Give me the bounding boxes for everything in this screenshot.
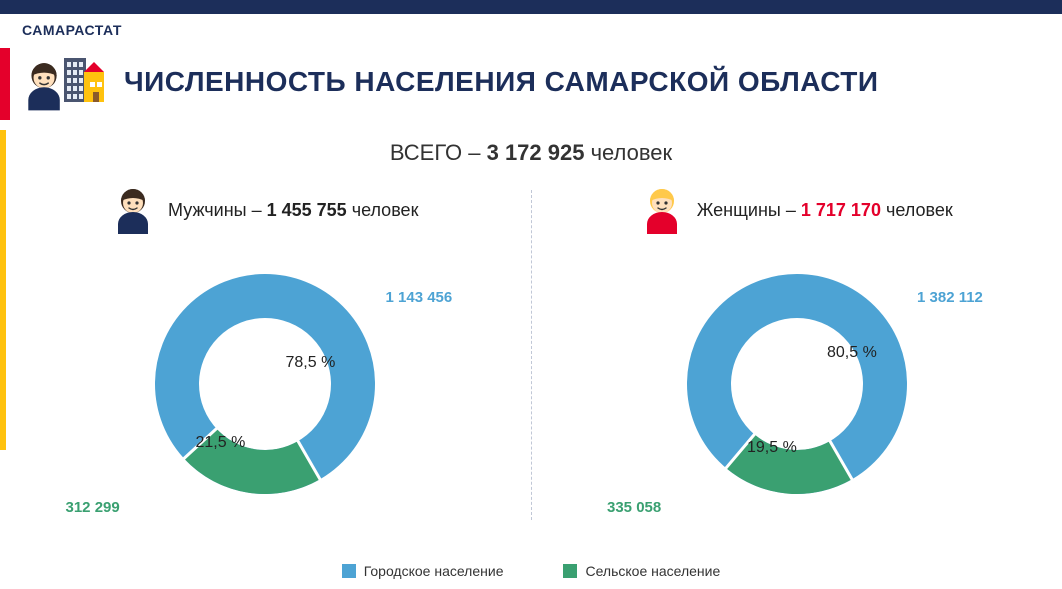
women-rural-pct: 19,5 % bbox=[747, 439, 797, 457]
legend-rural: Сельское население bbox=[563, 563, 720, 579]
swatch-rural bbox=[563, 564, 577, 578]
subtitle-total: 3 172 925 bbox=[487, 140, 585, 165]
top-bar bbox=[0, 0, 1062, 14]
subtitle-prefix: ВСЕГО – bbox=[390, 140, 487, 165]
woman-icon bbox=[641, 186, 683, 234]
subtitle-suffix: человек bbox=[584, 140, 672, 165]
women-rural-value: 335 058 bbox=[607, 499, 661, 516]
subtitle: ВСЕГО – 3 172 925 человек bbox=[0, 140, 1062, 166]
men-rural-pct: 21,5 % bbox=[196, 434, 246, 452]
women-label: Женщины – bbox=[697, 200, 801, 220]
donut-men bbox=[135, 254, 395, 514]
donut-women-wrap: 1 382 112 335 058 80,5 % 19,5 % bbox=[532, 234, 1062, 534]
header-icon bbox=[22, 52, 108, 112]
panel-men: Мужчины – 1 455 755 человек 1 143 456 31… bbox=[0, 180, 531, 540]
panel-men-head: Мужчины – 1 455 755 человек bbox=[0, 186, 531, 234]
men-total: 1 455 755 bbox=[267, 200, 347, 220]
legend-rural-label: Сельское население bbox=[585, 563, 720, 579]
legend-urban-label: Городское население bbox=[364, 563, 504, 579]
panel-women-head: Женщины – 1 717 170 человек bbox=[532, 186, 1062, 234]
women-unit: человек bbox=[881, 200, 953, 220]
men-rural-value: 312 299 bbox=[66, 499, 120, 516]
accent-red-bar bbox=[0, 48, 10, 120]
man-icon bbox=[112, 186, 154, 234]
page-title: ЧИСЛЕННОСТЬ НАСЕЛЕНИЯ САМАРСКОЙ ОБЛАСТИ bbox=[124, 66, 879, 98]
swatch-urban bbox=[342, 564, 356, 578]
men-urban-pct: 78,5 % bbox=[286, 354, 336, 372]
legend-urban: Городское население bbox=[342, 563, 504, 579]
men-urban-value: 1 143 456 bbox=[386, 289, 453, 306]
panels: Мужчины – 1 455 755 человек 1 143 456 31… bbox=[0, 180, 1062, 540]
donut-women bbox=[667, 254, 927, 514]
brand-label: САМАРАСТАТ bbox=[22, 22, 122, 38]
donut-men-wrap: 1 143 456 312 299 78,5 % 21,5 % bbox=[0, 234, 531, 534]
header: ЧИСЛЕННОСТЬ НАСЕЛЕНИЯ САМАРСКОЙ ОБЛАСТИ bbox=[22, 52, 879, 112]
women-total: 1 717 170 bbox=[801, 200, 881, 220]
women-urban-pct: 80,5 % bbox=[827, 344, 877, 362]
men-unit: человек bbox=[347, 200, 419, 220]
panel-women: Женщины – 1 717 170 человек 1 382 112 33… bbox=[532, 180, 1062, 540]
women-urban-value: 1 382 112 bbox=[917, 289, 983, 306]
legend: Городское население Сельское население bbox=[0, 563, 1062, 579]
men-label: Мужчины – bbox=[168, 200, 267, 220]
